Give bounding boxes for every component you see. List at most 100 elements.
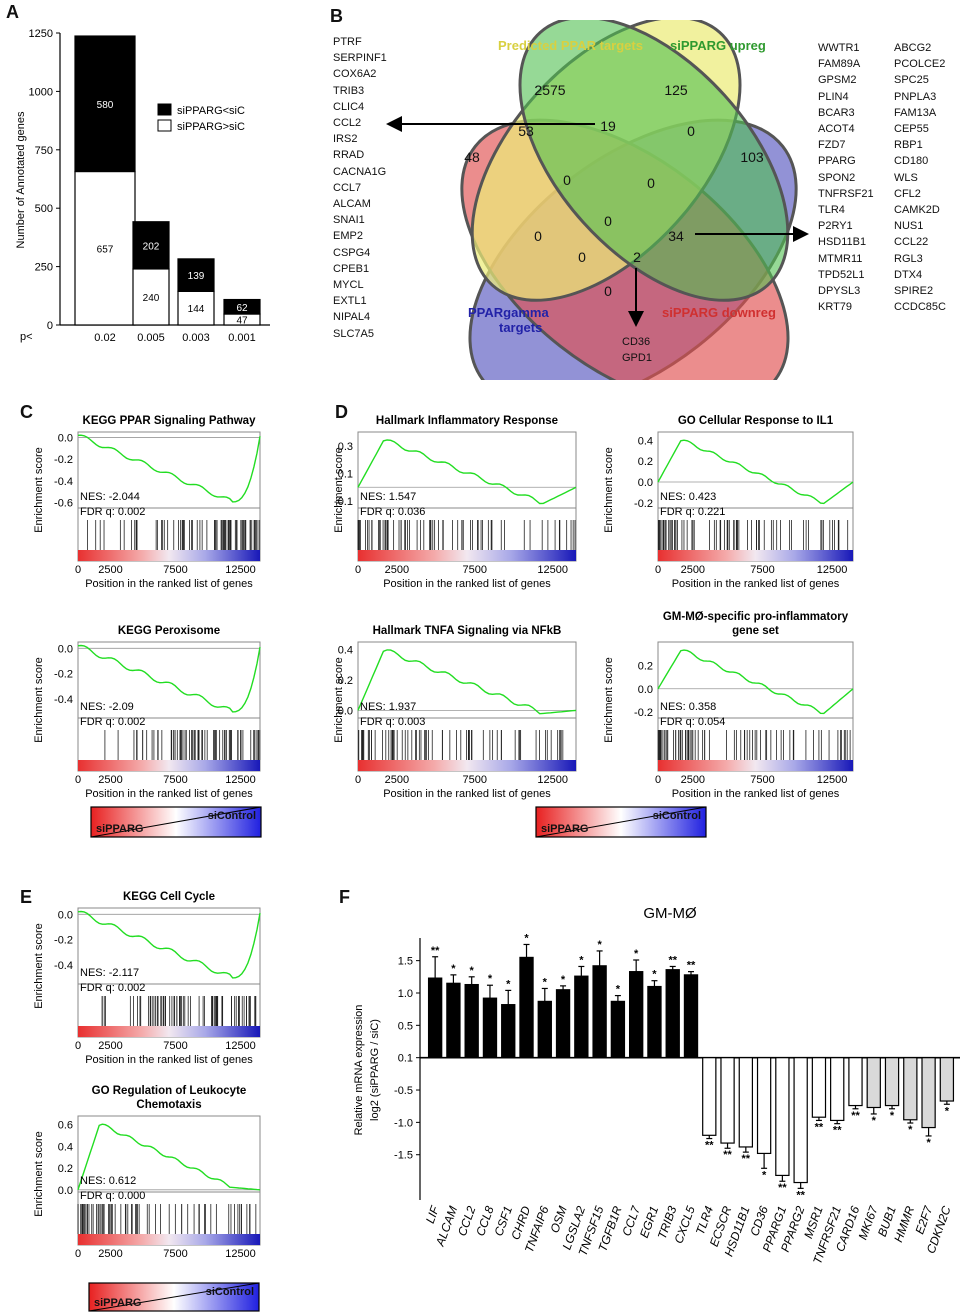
y-tick-label: 0.2: [58, 1163, 73, 1175]
x-axis-label: Position in the ranked list of genes: [383, 788, 551, 800]
panel-label-a: A: [6, 2, 19, 22]
x-tick-label: 2500: [98, 1040, 122, 1052]
gene-name: CCL2: [333, 117, 362, 130]
y-tick-label: -0.2: [634, 498, 653, 510]
venn-count: 0: [687, 123, 695, 139]
ranking-diagonal: [90, 806, 262, 838]
chart-title: GM-MØ: [643, 905, 697, 922]
gsea-title: Hallmark Inflammatory Response: [376, 415, 558, 427]
ranking-diagonal: [88, 1282, 260, 1312]
gene-hits: [658, 520, 849, 550]
gsea-plot-d2: GO Cellular Response to IL1 0.4 0.2 0.0 -0.2…: [603, 415, 854, 590]
ranking-label-left: siPPARG: [541, 823, 588, 835]
gene-name: SPC25: [894, 74, 929, 87]
rank-gradient: [358, 760, 576, 771]
bar: [427, 977, 443, 1059]
gene-name: EMP2: [333, 230, 363, 243]
bar: [884, 1057, 900, 1107]
gsea-title: KEGG Cell Cycle: [123, 891, 215, 903]
x-axis-label: Position in the ranked list of genes: [383, 578, 551, 590]
venn-count: 2575: [534, 82, 565, 98]
rank-gradient: [658, 550, 853, 561]
significance-label: **: [742, 1153, 751, 1165]
venn-label-upreg: siPPARG upreg: [670, 38, 766, 53]
gsea-plot-d1: Hallmark Inflammatory Response 0.3 0.1 -0.1…: [333, 415, 577, 590]
rank-gradient: [78, 550, 260, 561]
gene-name: CEP55: [894, 123, 929, 136]
significance-label: *: [579, 954, 584, 966]
y-tick-label: 0.4: [338, 645, 353, 657]
bar-value-label: 47: [236, 316, 248, 327]
x-tick-label: 12500: [537, 774, 568, 786]
bar-segment: [177, 258, 215, 292]
significance-label: *: [451, 963, 456, 975]
significance-label: **: [833, 1125, 842, 1137]
gsea-title: KEGG Peroxisome: [118, 625, 220, 637]
chart-f-bar: GM-MØ 1.5 1.0 0.5 0.1 -0.5 -1.0 -1.5 Relative mR…: [353, 905, 960, 1266]
gsea-plot-e1: KEGG Cell Cycle 0.0 -0.2 -0.4 NES: -2.117 FDR…: [33, 891, 261, 1066]
y-tick-label: 0.2: [338, 675, 353, 687]
y-tick-label: -1.0: [394, 1117, 413, 1129]
bar-value-label: 580: [97, 100, 114, 111]
gene-name: SPIRE2: [894, 285, 934, 298]
gene-name: TPD52L1: [818, 268, 865, 281]
significance-label: **: [668, 954, 677, 966]
x-tick-label: 0: [75, 774, 81, 786]
y-axis-label: Enrichment score: [33, 1131, 45, 1217]
gene-name: FAM13A: [894, 106, 937, 119]
y-tick-label: 1000: [29, 86, 53, 98]
venn-count: 0: [604, 283, 612, 299]
enrichment-curve: [77, 1123, 261, 1191]
y-tick-label: -0.2: [54, 669, 73, 681]
y-tick-label: 0.0: [638, 684, 653, 696]
y-tick-label: 250: [35, 262, 53, 274]
bar: [592, 965, 607, 1059]
bar: [866, 1057, 881, 1109]
y-tick-label: -1.5: [394, 1150, 413, 1162]
gsea-plot-c2: KEGG Peroxisome 0.0 -0.2 -0.4 NES: -2.09 FDR …: [33, 625, 261, 800]
y-tick-label: 0.0: [338, 705, 353, 717]
bar: [555, 989, 571, 1059]
gene-name: IRS2: [333, 133, 358, 146]
x-tick-label: 2500: [98, 774, 122, 786]
x-tick-label: 12500: [817, 774, 848, 786]
significance-label: *: [524, 932, 529, 944]
significance-label: **: [687, 960, 696, 972]
gene-hits: [77, 1204, 257, 1234]
panel-label-d: D: [335, 402, 348, 422]
y-tick-label: -0.1: [334, 496, 353, 508]
x-tick-label: 0.003: [182, 332, 210, 344]
y-tick-label: 1.5: [398, 956, 413, 968]
gene-name: CD36: [622, 336, 651, 348]
gene-name: CCL7: [333, 181, 362, 194]
x-tick-label: 12500: [225, 1040, 256, 1052]
x-tick-label: 7500: [163, 1248, 187, 1260]
x-tick-label: 0.005: [137, 332, 165, 344]
gene-name: ALCAM: [333, 198, 371, 211]
significance-label: *: [945, 1105, 950, 1117]
fdr-label: FDR q: 0.002: [80, 506, 145, 518]
significance-label: **: [431, 945, 440, 957]
significance-label: **: [723, 1149, 732, 1161]
y-tick-label: -0.4: [54, 694, 73, 706]
y-tick-label: 0.0: [58, 643, 73, 655]
bar: [683, 974, 699, 1059]
nes-label: NES: 0.358: [660, 701, 716, 713]
legend-swatch: [157, 103, 172, 116]
significance-label: *: [616, 984, 621, 996]
x-tick-label: 7500: [163, 564, 187, 576]
x-tick-label: 7500: [750, 774, 774, 786]
significance-label: *: [926, 1137, 931, 1149]
gene-name: SPON2: [818, 171, 856, 184]
ranking-label-right: siControl: [653, 810, 701, 822]
bar-segment: [132, 221, 170, 270]
y-tick-label: 0.4: [58, 1141, 73, 1153]
gene-name: FZD7: [818, 139, 846, 152]
significance-label: **: [796, 1189, 805, 1201]
significance-label: *: [762, 1169, 767, 1181]
gene-name: CFL2: [894, 187, 921, 200]
significance-label: **: [778, 1182, 787, 1194]
venn-count: 0: [563, 172, 571, 188]
gene-hits: [357, 520, 576, 550]
bar: [793, 1057, 808, 1184]
